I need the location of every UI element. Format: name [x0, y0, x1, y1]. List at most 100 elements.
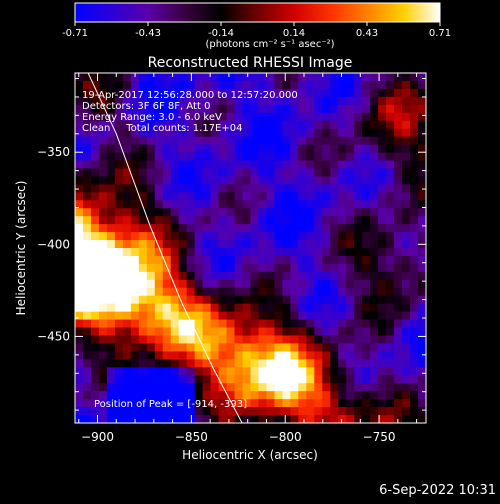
heatmap-cell	[170, 160, 180, 169]
heatmap-cell	[178, 248, 188, 257]
heatmap-cell	[154, 192, 164, 201]
heatmap-cell	[242, 327, 251, 336]
heatmap-cell	[330, 168, 339, 177]
colorbar-frame	[74, 2, 441, 23]
heatmap-cell	[194, 168, 204, 177]
heatmap-cell	[114, 407, 124, 416]
heatmap-cell	[330, 224, 339, 233]
heatmap-cell	[250, 415, 259, 423]
heatmap-cell	[266, 176, 275, 185]
heatmap-cell	[218, 391, 227, 400]
heatmap-cell	[282, 192, 291, 201]
heatmap-cell	[122, 216, 132, 225]
heatmap-cell	[386, 144, 395, 153]
heatmap-cell	[410, 311, 419, 320]
heatmap-cell	[266, 415, 275, 423]
heatmap-cell	[75, 112, 84, 122]
heatmap-cell	[290, 407, 299, 416]
heatmap-cell	[306, 407, 315, 416]
heatmap-cell	[202, 112, 212, 122]
heatmap-cell	[394, 80, 403, 90]
heatmap-cell	[290, 112, 299, 122]
heatmap-cell	[146, 184, 156, 193]
heatmap-cell	[378, 240, 387, 249]
heatmap-cell	[114, 192, 124, 201]
heatmap-cell	[170, 271, 180, 281]
heatmap-cell	[170, 208, 180, 217]
heatmap-cell	[242, 88, 251, 98]
heatmap-cell	[370, 120, 379, 130]
heatmap-cell	[194, 160, 204, 169]
heatmap-cell	[250, 136, 259, 145]
heatmap-cell	[178, 335, 188, 344]
heatmap-cell	[82, 319, 92, 328]
heatmap-cell	[410, 184, 419, 193]
heatmap-cell	[410, 104, 419, 114]
heatmap-cell	[122, 192, 132, 201]
heatmap-cell	[346, 415, 355, 423]
heatmap-cell	[162, 399, 172, 408]
heatmap-cell	[98, 271, 108, 281]
heatmap-cell	[98, 176, 108, 185]
heatmap-cell	[218, 160, 227, 169]
heatmap-cell	[282, 375, 291, 384]
heatmap-cell	[90, 391, 100, 400]
heatmap-cell	[162, 255, 172, 265]
heatmap-cell	[322, 144, 331, 153]
heatmap-cell	[322, 136, 331, 145]
heatmap-cell	[75, 208, 84, 217]
heatmap-cell	[418, 144, 426, 153]
heatmap-cell	[170, 112, 180, 122]
heatmap-cell	[314, 152, 323, 161]
heatmap-cell	[162, 335, 172, 344]
heatmap-cell	[402, 152, 411, 161]
heatmap-cell	[138, 184, 148, 193]
heatmap-cell	[242, 391, 251, 400]
heatmap-cell	[242, 415, 251, 423]
heatmap-cell	[170, 255, 180, 265]
heatmap-cell	[122, 200, 132, 209]
heatmap-cell	[210, 152, 219, 161]
heatmap-cell	[234, 120, 243, 130]
heatmap-cell	[362, 208, 371, 217]
heatmap-cell	[306, 343, 315, 352]
heatmap-cell	[306, 200, 315, 209]
heatmap-cell	[218, 343, 227, 352]
heatmap-cell	[346, 327, 355, 336]
heatmap-cell	[218, 120, 227, 130]
heatmap-cell	[410, 248, 419, 257]
heatmap-cell	[170, 232, 180, 241]
heatmap-cell	[338, 232, 347, 241]
heatmap-cell	[418, 216, 426, 225]
heatmap-cell	[106, 343, 116, 352]
heatmap-cell	[186, 248, 196, 257]
heatmap-cell	[306, 120, 315, 130]
heatmap-cell	[394, 375, 403, 384]
heatmap-cell	[194, 128, 204, 138]
heatmap-cell	[386, 224, 395, 233]
heatmap-cell	[114, 144, 124, 153]
heatmap-cell	[322, 96, 331, 106]
heatmap-cell	[370, 327, 379, 336]
heatmap-cell	[98, 224, 108, 233]
heatmap-cell	[210, 104, 219, 114]
heatmap-cell	[90, 168, 100, 177]
heatmap-cell	[106, 335, 116, 344]
heatmap-cell	[138, 255, 148, 265]
heatmap-cell	[186, 112, 196, 122]
heatmap-cell	[274, 232, 283, 241]
heatmap-cell	[346, 136, 355, 145]
heatmap-cell	[402, 383, 411, 392]
heatmap-cell	[138, 263, 148, 273]
heatmap-cell	[298, 144, 307, 153]
heatmap-cell	[394, 88, 403, 98]
heatmap-cell	[202, 295, 212, 305]
heatmap-cell	[138, 271, 148, 281]
heatmap-cell	[362, 80, 371, 90]
heatmap-cell	[410, 128, 419, 138]
heatmap-cell	[242, 192, 251, 201]
heatmap-cell	[402, 184, 411, 193]
heatmap-cell	[210, 248, 219, 257]
heatmap-cell	[418, 359, 426, 368]
heatmap-cell	[322, 383, 331, 392]
